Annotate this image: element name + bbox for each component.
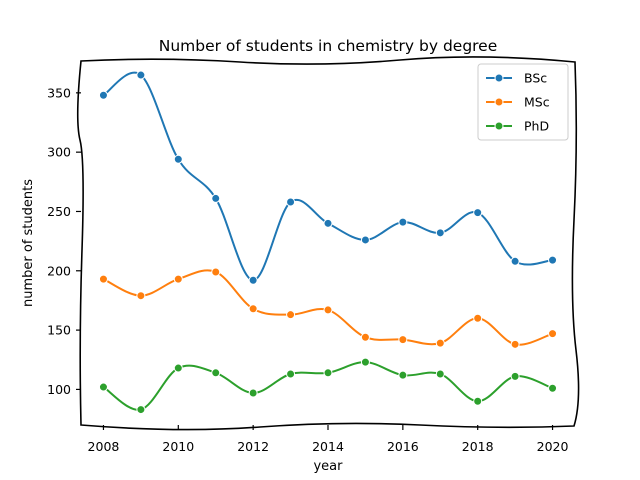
series-phd-point-2009 [136,405,146,415]
plot-frame [76,56,580,431]
series-bsc-point-2018 [473,208,483,218]
series-phd-point-2008 [98,382,108,392]
x-tick-label-2020: 2020 [537,439,569,454]
series-msc-point-2008 [98,274,108,284]
x-tick-label-2014: 2014 [312,439,344,454]
series-phd-point-2011 [211,368,221,378]
series-bsc-point-2008 [98,90,108,100]
series-layer [98,70,558,415]
series-bsc-point-2012 [248,275,258,285]
legend-label-phd: PhD [524,119,549,134]
y-tick-label-150: 150 [47,323,71,338]
series-msc-point-2018 [473,313,483,323]
series-phd-point-2013 [286,369,296,379]
legend-box [477,63,569,141]
series-msc-point-2015 [360,332,370,342]
series-msc-point-2010 [173,274,183,284]
y-tick-label-250: 250 [47,204,71,219]
legend-item-phd: PhD [486,119,549,134]
series-msc-point-2013 [286,310,296,320]
series-phd-point-2017 [435,369,445,379]
series-bsc-point-2015 [360,235,370,245]
series-msc-point-2019 [510,339,520,349]
legend: BSc MSc PhD [477,63,569,141]
series-msc-point-2014 [323,305,333,315]
series-msc-point-2009 [136,291,146,301]
series-bsc-point-2009 [136,70,146,80]
series-bsc-point-2011 [211,193,221,203]
x-tick-label-2018: 2018 [462,439,494,454]
series-bsc-point-2019 [510,256,520,266]
series-phd-point-2012 [248,388,258,398]
series-phd-point-2019 [510,371,520,381]
y-tick-label-200: 200 [47,263,71,278]
series-phd-point-2010 [173,363,183,373]
series-bsc-point-2013 [286,197,296,207]
series-phd-point-2016 [398,370,408,380]
series-bsc-point-2014 [323,218,333,228]
chart-title: Number of students in chemistry by degre… [159,37,498,55]
legend-marker-bsc [494,73,504,83]
series-msc [98,267,558,349]
y-tick-label-300: 300 [47,145,71,160]
series-phd-point-2020 [548,383,558,393]
series-phd-point-2018 [473,396,483,406]
x-tick-label-2012: 2012 [237,439,269,454]
series-phd-point-2015 [360,357,370,367]
legend-item-bsc: BSc [486,71,547,86]
y-tick-label-100: 100 [47,382,71,397]
series-bsc-point-2016 [398,217,408,227]
series-phd-point-2014 [323,368,333,378]
series-msc-point-2016 [398,335,408,345]
y-tick-label-350: 350 [47,85,71,100]
series-msc-point-2017 [435,338,445,348]
x-tick-label-2008: 2008 [88,439,120,454]
series-bsc-point-2020 [548,255,558,265]
series-msc-point-2012 [248,304,258,314]
series-bsc [98,70,558,285]
legend-label-msc: MSc [524,95,550,110]
series-phd [98,357,558,415]
series-msc-point-2020 [548,329,558,339]
x-axis-label: year [313,459,343,474]
legend-item-msc: MSc [486,95,550,110]
y-axis-ticks: 100 150 200 250 300 350 [47,85,81,397]
x-axis-ticks: 2008 2010 2012 2014 2016 2018 2020 [88,425,569,454]
legend-marker-phd [494,121,504,131]
legend-label-bsc: BSc [524,71,547,86]
x-tick-label-2016: 2016 [387,439,419,454]
series-msc-point-2011 [211,267,221,277]
legend-marker-msc [494,97,504,107]
series-bsc-point-2010 [173,154,183,164]
y-axis-label: number of students [21,179,36,307]
x-tick-label-2010: 2010 [162,439,194,454]
series-bsc-point-2017 [435,228,445,238]
